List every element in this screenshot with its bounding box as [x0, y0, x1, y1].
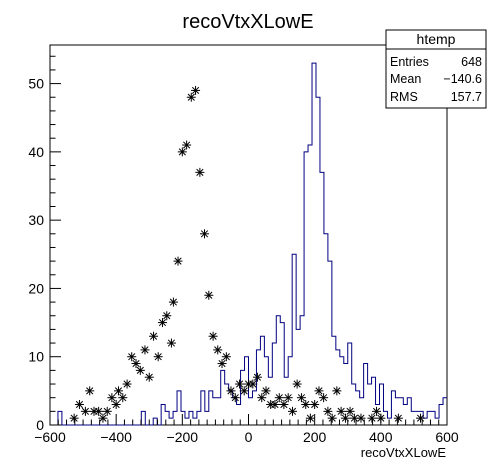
data-point: [191, 85, 201, 95]
y-tick-label: 50: [28, 76, 44, 92]
data-point: [118, 393, 128, 403]
data-point: [69, 413, 79, 423]
stats-rms-value: 157.7: [451, 90, 482, 104]
data-point: [349, 413, 359, 423]
data-point: [305, 413, 315, 423]
data-point: [102, 406, 112, 416]
x-tick-label: −200: [167, 429, 199, 445]
data-point: [208, 331, 218, 341]
data-point: [261, 386, 271, 396]
data-point: [221, 352, 231, 362]
stats-rms-label: RMS: [390, 90, 418, 104]
y-tick-label: 20: [28, 280, 44, 296]
data-point: [296, 393, 306, 403]
data-point: [336, 406, 346, 416]
stats-mean-label: Mean: [390, 72, 421, 86]
data-point: [74, 400, 84, 410]
data-point: [98, 413, 108, 423]
data-point: [288, 406, 298, 416]
y-tick-label: 10: [28, 349, 44, 365]
data-point: [323, 406, 333, 416]
data-point: [235, 379, 245, 389]
data-point: [217, 359, 227, 369]
data-point: [292, 379, 302, 389]
x-tick-label: 600: [435, 429, 459, 445]
data-point: [340, 413, 350, 423]
data-point: [279, 400, 289, 410]
stats-entries-label: Entries: [390, 55, 429, 69]
y-tick-label: 30: [28, 212, 44, 228]
x-tick-label: −600: [34, 429, 66, 445]
data-point: [149, 331, 159, 341]
chart-title: recoVtxXLowE: [182, 11, 313, 33]
data-point: [177, 147, 187, 157]
data-point: [270, 400, 280, 410]
data-point: [257, 393, 267, 403]
y-axis: 0 10 20 30 40 50: [28, 55, 61, 433]
data-point: [157, 318, 167, 328]
data-point: [252, 372, 262, 382]
data-point: [319, 393, 329, 403]
y-tick-label: 40: [28, 144, 44, 160]
x-tick-label: −400: [100, 429, 132, 445]
data-point: [131, 359, 141, 369]
data-point: [274, 393, 284, 403]
data-point: [127, 352, 137, 362]
histogram-line: [50, 62, 447, 426]
data-point: [314, 386, 324, 396]
data-point: [144, 372, 154, 382]
data-markers: [69, 85, 426, 423]
data-point: [416, 413, 426, 423]
data-point: [135, 365, 145, 375]
data-point: [372, 406, 382, 416]
data-point: [310, 400, 320, 410]
data-point: [393, 413, 403, 423]
data-point: [213, 345, 223, 355]
data-point: [113, 386, 123, 396]
data-point: [239, 386, 249, 396]
data-point: [94, 406, 104, 416]
data-point: [332, 386, 342, 396]
data-point: [168, 297, 178, 307]
y-tick-label: 0: [36, 417, 44, 433]
data-point: [345, 406, 355, 416]
x-tick-label: 0: [245, 429, 253, 445]
data-point: [301, 400, 311, 410]
x-axis: −600 −400 −200 0 200 400 600: [34, 414, 459, 445]
data-point: [85, 386, 95, 396]
x-tick-label: 400: [369, 429, 393, 445]
data-point: [122, 379, 132, 389]
x-axis-title: recoVtxXLowE: [361, 445, 447, 460]
data-point: [283, 393, 293, 403]
stats-mean-value: −140.6: [443, 72, 482, 86]
stats-entries-value: 648: [461, 55, 482, 69]
data-point: [80, 406, 90, 416]
data-point: [230, 393, 240, 403]
data-point: [140, 345, 150, 355]
data-point: [195, 167, 205, 177]
stats-box-title: htemp: [417, 31, 456, 47]
data-point: [327, 413, 337, 423]
data-point: [186, 92, 196, 102]
data-point: [248, 379, 258, 389]
data-point: [162, 311, 172, 321]
stats-box-frame: [385, 29, 487, 109]
data-point: [173, 256, 183, 266]
data-point: [367, 413, 377, 423]
data-point: [356, 413, 366, 423]
data-point: [199, 229, 209, 239]
data-point: [204, 290, 214, 300]
x-tick-label: 200: [303, 429, 327, 445]
data-point: [226, 386, 236, 396]
data-point: [166, 338, 176, 348]
data-point: [111, 400, 121, 410]
data-point: [182, 140, 192, 150]
data-point: [153, 352, 163, 362]
data-point: [107, 393, 117, 403]
stats-box: htemp Entries 648 Mean −140.6 RMS 157.7: [385, 29, 487, 109]
